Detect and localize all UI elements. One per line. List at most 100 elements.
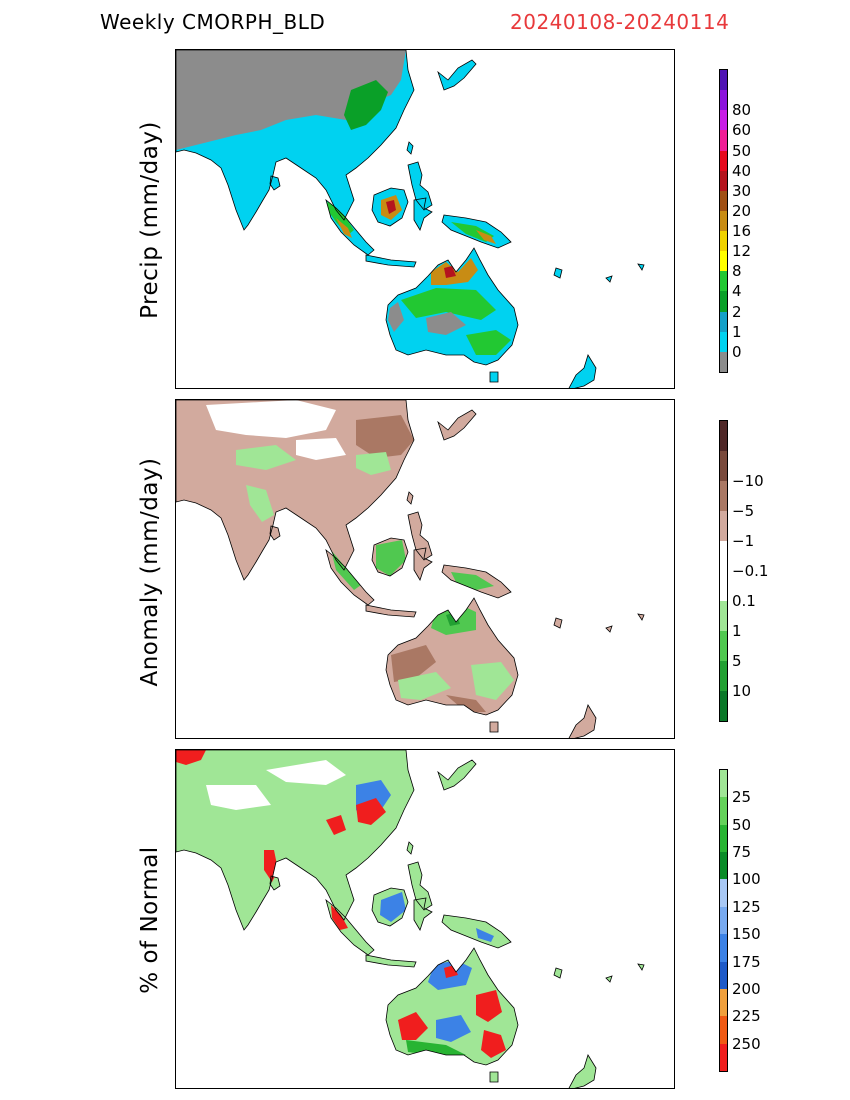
anomaly-field xyxy=(206,400,514,712)
pct-colorbar-label: 125 xyxy=(732,897,761,916)
pct-field-region xyxy=(176,750,206,765)
precip-colorbar-label: 80 xyxy=(732,101,752,120)
precip-colorbar-segment xyxy=(720,90,727,111)
precip-colorbar-segment xyxy=(720,150,727,171)
pct-colorbar-label: 75 xyxy=(732,843,752,862)
anomaly-coastline xyxy=(441,564,512,599)
precip-colorbar-segment xyxy=(720,130,727,151)
pct-coastline xyxy=(406,841,414,855)
precip-coastline xyxy=(407,161,433,211)
pct-coastline xyxy=(385,947,519,1066)
pct-axis-label: % of Normal xyxy=(137,846,163,994)
anomaly-colorbar-segment xyxy=(720,421,727,451)
pct-colorbar-label: 200 xyxy=(732,979,761,998)
anomaly-colorbar-label: 10 xyxy=(732,682,752,700)
precip-colorbar-label: 4 xyxy=(732,282,742,301)
anomaly-field-region xyxy=(451,572,494,590)
precip-colorbar-segment xyxy=(720,291,727,312)
pct-colorbar-segment xyxy=(720,797,727,825)
pct-colorbar-segment xyxy=(720,770,727,798)
pct-coastline xyxy=(176,750,415,931)
precip-colorbar-segment xyxy=(720,231,727,252)
anomaly-colorbar-segment xyxy=(720,511,727,541)
anomaly-coastline xyxy=(365,604,417,618)
anomaly-map xyxy=(175,399,675,739)
pct-field-region xyxy=(331,905,348,930)
precip-field xyxy=(176,50,511,355)
precip-coastline xyxy=(385,247,519,366)
precip-coastline xyxy=(605,275,613,283)
pct-coastline xyxy=(605,975,613,983)
anomaly-field-region xyxy=(471,662,514,700)
precip-coastline xyxy=(406,141,414,155)
precip-field-region xyxy=(431,258,478,285)
pct-colorbar-label: 100 xyxy=(732,870,761,889)
precip-colorbar-segment xyxy=(720,331,727,352)
precip-field-region xyxy=(326,200,354,235)
anomaly-axis-label: Anomaly (mm/day) xyxy=(137,457,163,687)
pct-colorbar-segment xyxy=(720,1043,727,1071)
anomaly-field-region xyxy=(446,695,486,712)
precip-colorbar-segment xyxy=(720,271,727,292)
precip-colorbar-label: 60 xyxy=(732,121,752,140)
anomaly-map-canvas xyxy=(176,400,645,738)
pct-landmass xyxy=(414,898,432,930)
anomaly-coastline xyxy=(568,704,597,738)
pct-field-region xyxy=(326,815,346,835)
precip-landmass xyxy=(569,355,596,388)
pct-landmass xyxy=(554,968,562,978)
anomaly-coastline xyxy=(413,547,433,581)
precip-field-region xyxy=(386,200,396,214)
pct-colorbar-label: 250 xyxy=(732,1034,761,1053)
pct-colorbar-segment xyxy=(720,1016,727,1044)
pct-map-canvas xyxy=(176,750,645,1088)
pct-colorbar-segment xyxy=(720,934,727,962)
pct-coastline xyxy=(437,759,477,791)
precip-colorbar-segment xyxy=(720,190,727,211)
anomaly-field-region xyxy=(206,400,336,438)
precip-colorbar-segment xyxy=(720,110,727,131)
precip-colorbar-segment xyxy=(720,251,727,272)
precip-colorbar-label: 12 xyxy=(732,242,752,261)
anomaly-coastline xyxy=(176,400,415,581)
precip-colorbar-label: 1 xyxy=(732,322,742,341)
pct-colorbar-label: 175 xyxy=(732,952,761,971)
anomaly-colorbar-label: −0.1 xyxy=(732,562,769,580)
anomaly-colorbar-label: 0.1 xyxy=(732,592,756,610)
precip-colorbar-label: 30 xyxy=(732,181,752,200)
anomaly-coastline xyxy=(605,625,613,633)
anomaly-colorbar-segment xyxy=(720,571,727,601)
anomaly-field-region xyxy=(246,485,274,522)
date-range: 20240108-20240114 xyxy=(510,10,730,34)
anomaly-field-region xyxy=(391,645,436,682)
pct-coastline xyxy=(489,1071,499,1083)
precip-field-region xyxy=(476,230,496,244)
precip-field-region xyxy=(344,80,388,130)
pct-landmass xyxy=(438,760,476,790)
pct-colorbar-label: 50 xyxy=(732,815,752,834)
pct-field-region xyxy=(206,785,271,810)
anomaly-landmass xyxy=(438,410,476,440)
anomaly-coastline xyxy=(407,511,433,561)
product-title: Weekly CMORPH_BLD xyxy=(100,10,326,34)
precip-colorbar-segment xyxy=(720,70,727,91)
precip-coastline xyxy=(371,187,409,227)
pct-landmass xyxy=(569,1055,596,1088)
pct-field-region xyxy=(356,798,386,825)
anomaly-coastline xyxy=(437,409,477,441)
pct-colorbar xyxy=(719,769,728,1072)
pct-coastline xyxy=(637,963,645,971)
precip-field-region xyxy=(466,330,511,355)
precip-colorbar-label: 16 xyxy=(732,222,752,241)
pct-coastline xyxy=(365,954,417,968)
anomaly-coastline xyxy=(406,491,414,505)
anomaly-coastline xyxy=(269,525,281,541)
pct-coastline xyxy=(441,914,512,949)
anomaly-colorbar-segment xyxy=(720,481,727,511)
pct-colorbar-segment xyxy=(720,906,727,935)
precip-colorbar-segment xyxy=(720,210,727,231)
pct-colorbar-segment xyxy=(720,879,727,907)
precip-axis-label: Precip (mm/day) xyxy=(137,121,163,319)
anomaly-field-region xyxy=(356,452,391,475)
precip-landmass xyxy=(438,60,476,90)
